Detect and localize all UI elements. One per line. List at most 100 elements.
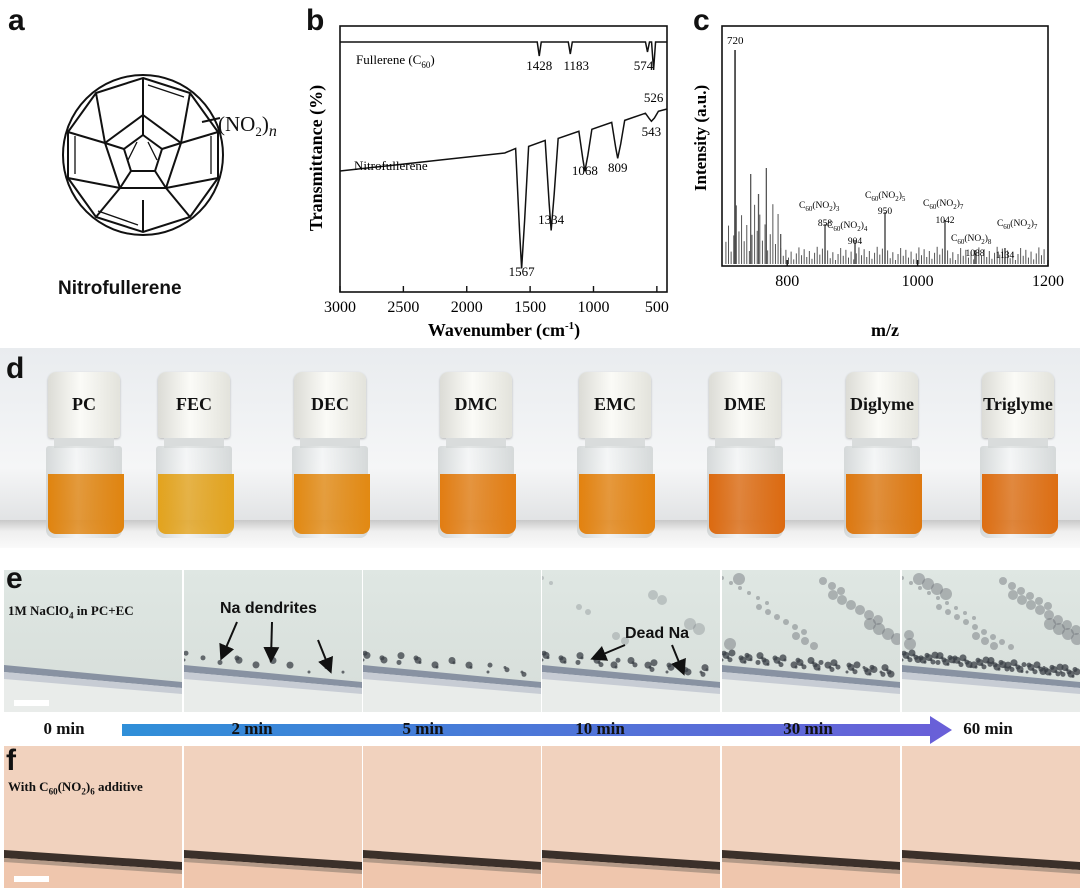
vial-fec: FEC: [154, 372, 234, 542]
ms-main-peak-label: 720: [727, 35, 744, 47]
ms-peak-mass-label: 858: [818, 219, 833, 229]
ftir-x-tick-label: 2000: [451, 299, 483, 316]
vial-glass: [292, 446, 370, 538]
vial-solution: [982, 474, 1058, 534]
vial-glass: [156, 446, 234, 538]
vial-solution: [440, 474, 516, 534]
panel-label-f: f: [6, 744, 16, 777]
vial-solution: [48, 474, 124, 534]
vial-pc: PC: [44, 372, 124, 542]
vial-cap: [709, 372, 781, 438]
ftir-chart: 3000 2500 2000 1500 1000 500 1428 1183 574 526 15…: [306, 25, 669, 341]
panel-label-d: d: [6, 352, 25, 385]
vial-label: Diglyme: [850, 394, 914, 414]
fullerene-spectrum: [340, 41, 667, 71]
vial-cap: [846, 372, 918, 438]
panel-f-condition: With C60(NO2)6 additive: [8, 779, 143, 797]
vial-cap: [982, 372, 1054, 438]
ftir-x-tick-label: 1000: [577, 299, 609, 316]
vial-label: EMC: [594, 394, 636, 414]
ms-species-label: C60(NO2)3: [799, 200, 840, 213]
vial-label: Triglyme: [983, 394, 1053, 414]
ms-species-label: C60(NO2)4: [827, 220, 868, 233]
fullerene-structure: [62, 74, 224, 236]
additive-frame: [902, 746, 1080, 888]
vials-row: PC FEC DEC DMC EMC DME Diglyme Triglyme: [0, 348, 1080, 548]
vial-neck: [164, 438, 224, 448]
ftir-peak-label: 1334: [538, 212, 565, 227]
additive-frame: [184, 746, 362, 888]
ftir-peak-label: 574: [634, 58, 654, 73]
ms-peak-mass-label: 1088: [965, 249, 984, 259]
deposition-frame: [184, 570, 362, 712]
panel-label-c: c: [693, 4, 710, 37]
vial-solution: [709, 474, 785, 534]
substituent-label: (NO2)n: [218, 112, 277, 141]
vial-cap: [579, 372, 651, 438]
vial-label: DMC: [454, 394, 498, 414]
ftir-peak-label: 1567: [509, 264, 535, 279]
vial-neck: [585, 438, 645, 448]
ms-peak-mass-label: 950: [878, 207, 893, 217]
deposition-frame: [363, 570, 541, 712]
ftir-plot-frame: [339, 25, 668, 293]
panel-e-condition: 1M NaClO4 in PC+EC: [8, 603, 134, 621]
deposition-frame: [902, 570, 1080, 712]
scale-bar-e: [14, 700, 49, 706]
vial-label: DEC: [310, 394, 349, 414]
panel-label-e: e: [6, 562, 23, 595]
ms-species-label: C60(NO2)7: [923, 198, 964, 211]
ms-x-tick-label: 1200: [1032, 273, 1064, 290]
ftir-y-axis-label: Transmittance (%): [306, 85, 327, 231]
ms-x-tick-label: 800: [775, 273, 799, 290]
timeline-arrow: [122, 716, 952, 744]
additive-frame: [722, 746, 900, 888]
time-label: 2 min: [231, 719, 273, 738]
panel-label-a: a: [8, 4, 25, 37]
scale-bar-f: [14, 876, 49, 882]
ms-peak-mass-label: 904: [848, 237, 863, 247]
vial-dmc: DMC: [436, 372, 516, 542]
ftir-x-tick-label: 1500: [514, 299, 546, 316]
vial-solution: [579, 474, 655, 534]
fullerene-series-label: Fullerene (C60): [356, 52, 435, 70]
vial-glass: [844, 446, 922, 538]
vial-glass: [577, 446, 655, 538]
nitrofullerene-series-label: Nitrofullerene: [354, 158, 428, 173]
ms-species-label: C60(NO2)7: [997, 218, 1038, 231]
dead-na-annotation: Dead Na: [625, 625, 690, 642]
vial-dec: DEC: [290, 372, 370, 542]
ms-plot-frame: [721, 25, 1049, 267]
deposition-frame: [722, 570, 900, 712]
vial-label: PC: [72, 394, 96, 414]
vial-solution: [294, 474, 370, 534]
time-label: 30 min: [783, 719, 833, 738]
vial-neck: [446, 438, 506, 448]
vial-glass: [980, 446, 1058, 538]
time-label: 5 min: [402, 719, 444, 738]
ms-y-axis-label: Intensity (a.u.): [691, 85, 710, 191]
vial-triglyme: Triglyme: [978, 372, 1058, 542]
additive-frame: [542, 746, 720, 888]
ms-peak-mass-label: 1134: [996, 251, 1015, 261]
ftir-peak-label: 543: [642, 124, 662, 139]
vial-dme: DME: [705, 372, 785, 542]
vial-neck: [852, 438, 912, 448]
na-dendrites-annotation: Na dendrites: [220, 600, 317, 617]
time-label: 10 min: [575, 719, 625, 738]
vial-glass: [707, 446, 785, 538]
vial-emc: EMC: [575, 372, 655, 542]
ftir-x-tick-label: 500: [645, 299, 669, 316]
time-label: 60 min: [963, 719, 1013, 738]
ftir-x-tick-label: 3000: [324, 299, 356, 316]
ms-species-label: C60(NO2)8: [951, 233, 992, 246]
ftir-peak-label: 1183: [564, 58, 590, 73]
ftir-x-tick-label: 2500: [387, 299, 419, 316]
ms-x-axis-label: m/z: [871, 320, 899, 340]
vial-label: DME: [724, 394, 766, 414]
vial-glass: [46, 446, 124, 538]
ftir-x-axis-label: Wavenumber (cm-1): [428, 320, 580, 341]
additive-frame: [4, 746, 182, 888]
vial-cap: [158, 372, 230, 438]
panel-label-b: b: [306, 4, 325, 37]
